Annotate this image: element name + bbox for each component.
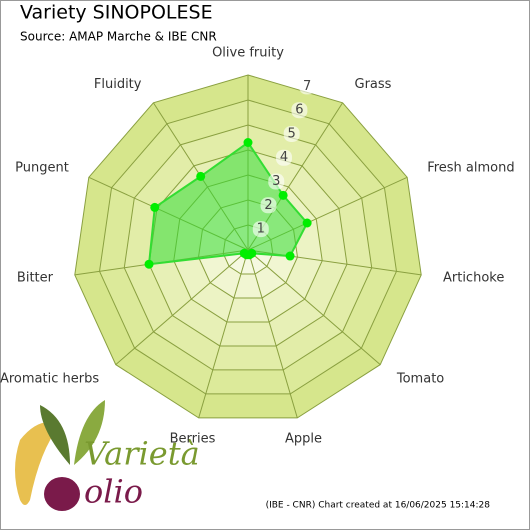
axis-label: Tomato bbox=[396, 372, 444, 387]
logo-shape bbox=[15, 422, 60, 505]
tick-label: 4 bbox=[280, 150, 288, 165]
axis-label: Fresh almond bbox=[427, 161, 514, 176]
logo-leaf bbox=[40, 405, 70, 465]
axis-label: Artichoke bbox=[443, 271, 504, 286]
chart-title: Variety SINOPOLESE bbox=[20, 2, 213, 24]
footer: (IBE - CNR) Chart created at 16/06/2025 … bbox=[266, 501, 491, 511]
axis-label: Aromatic herbs bbox=[0, 372, 99, 387]
axis-label: Fluidity bbox=[94, 77, 142, 92]
axis-label: Apple bbox=[285, 432, 322, 447]
axis-line bbox=[198, 249, 249, 419]
data-point bbox=[278, 190, 288, 200]
data-point bbox=[243, 138, 253, 147]
chart-subtitle: Source: AMAP Marche & IBE CNR bbox=[20, 30, 217, 44]
data-point bbox=[285, 251, 295, 261]
tick-label: 1 bbox=[257, 222, 265, 237]
logo-text: olio bbox=[84, 473, 143, 511]
logo: Varietà olio bbox=[15, 400, 200, 511]
tick-label: 6 bbox=[295, 103, 303, 118]
axis-label: Olive fruity bbox=[212, 46, 284, 61]
axis-line bbox=[247, 249, 381, 365]
data-point bbox=[150, 202, 160, 212]
data-point bbox=[239, 248, 249, 258]
axis-label: Pungent bbox=[15, 161, 69, 176]
data-point bbox=[144, 259, 154, 269]
axis-label: Berries bbox=[170, 432, 216, 447]
tick-bg bbox=[252, 221, 269, 238]
axis-label: Grass bbox=[355, 77, 392, 92]
logo-leaf bbox=[74, 400, 105, 465]
tick-label: 5 bbox=[288, 126, 296, 141]
data-point bbox=[196, 171, 206, 181]
axis-line bbox=[115, 249, 249, 365]
tick-bg bbox=[299, 78, 316, 95]
logo-olive bbox=[44, 477, 80, 511]
tick-label: 7 bbox=[303, 79, 311, 94]
tick-label: 2 bbox=[264, 198, 272, 213]
data-point bbox=[302, 218, 312, 228]
tick-bg bbox=[260, 197, 277, 214]
logo-text: Varietà bbox=[84, 435, 200, 473]
tick-bg bbox=[291, 102, 308, 119]
axis-line bbox=[247, 249, 298, 419]
tick-label: 3 bbox=[272, 174, 280, 189]
tick-bg bbox=[283, 125, 300, 142]
axis-label: Bitter bbox=[17, 271, 54, 286]
tick-bg bbox=[268, 173, 285, 190]
tick-bg bbox=[275, 149, 292, 166]
